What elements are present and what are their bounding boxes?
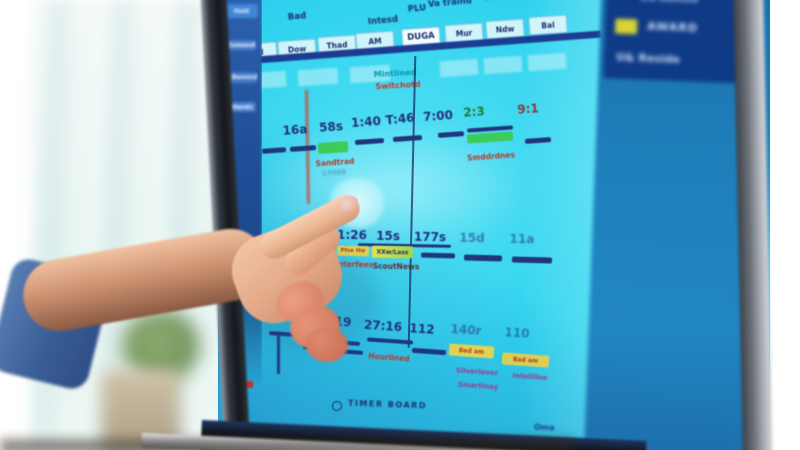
clock-icon [331, 400, 343, 412]
time-cell[interactable]: 7:00 [422, 107, 454, 125]
menu-item[interactable]: Va traind [427, 0, 473, 10]
sidebar-item[interactable]: Wands [227, 102, 256, 112]
underline-bar [511, 256, 553, 264]
t-marker-vertical [277, 332, 280, 374]
row-annotation-red: Hourlined [368, 351, 410, 364]
time-cell[interactable]: 9:1 [516, 101, 540, 117]
time-cell[interactable]: 112 [409, 321, 435, 337]
underline-bar [420, 252, 456, 259]
subheader-strip [527, 52, 567, 72]
row-annotation-purple: Silverlever [455, 366, 499, 378]
sidebar-item[interactable]: Somend [227, 40, 256, 50]
row-annotation-faint: 17009 [321, 168, 347, 178]
time-cell[interactable]: 15d [459, 230, 485, 246]
desk-shadow [0, 438, 575, 450]
time-cell[interactable]: 11a [509, 231, 535, 247]
time-cell[interactable]: 110 [504, 325, 530, 341]
time-cell[interactable]: 177s [413, 229, 447, 245]
row-annotation-purple: Smartinay [457, 380, 499, 392]
row-annotation-red: ScoutNews [372, 261, 420, 272]
time-cell[interactable]: 1:26 [336, 227, 368, 243]
time-cell[interactable]: T:46 [384, 110, 416, 128]
footer-board-title: TIMER BOARD [347, 398, 428, 411]
time-cell[interactable]: 140r [450, 321, 482, 339]
sidebar-item-label: Bemind [231, 74, 257, 81]
subheader-primary-label: Mintilned [373, 67, 417, 80]
sidebar-item-label: Wands [230, 103, 253, 111]
sidebar-header-pill[interactable]: Hald [225, 4, 258, 18]
subheader-strip [439, 58, 479, 78]
award-row-label[interactable]: AWARD [647, 19, 699, 35]
underline-bar [524, 137, 552, 144]
sidebar-item-label: Somend [227, 41, 256, 49]
time-cell[interactable]: 1:40 [350, 113, 382, 131]
subheader-strip [483, 55, 523, 75]
time-cell[interactable]: 58s [318, 119, 344, 135]
time-cell[interactable]: 16a [282, 122, 308, 138]
menu-item[interactable]: Bad [287, 11, 307, 23]
folded-knuckle [306, 328, 348, 362]
time-cell[interactable]: 15s [375, 228, 401, 244]
highlight-cell-green[interactable] [466, 131, 514, 144]
highlight-cell-yellow[interactable]: Bad am [501, 352, 550, 368]
menu-item[interactable]: Intesd [367, 14, 399, 28]
underline-bar [463, 254, 503, 262]
menu-item[interactable]: PLU [407, 3, 427, 15]
resident-row-label[interactable]: U& Reside [615, 50, 681, 67]
day-header-cell[interactable]: Bal [528, 14, 568, 36]
subheader-strip [297, 67, 339, 87]
bottom-right-label[interactable]: Oma [533, 422, 555, 433]
underline-bar [411, 347, 447, 356]
highlight-cell-yellow-green[interactable]: XXw/Lass [371, 245, 414, 259]
long-rule [366, 337, 414, 345]
highlight-cell-green[interactable] [317, 140, 349, 155]
right-panel-top-label: 2lb Nammd [640, 0, 698, 6]
menu-item[interactable]: Rosit [484, 0, 509, 3]
row-annotation-purple: Intellilne [512, 371, 548, 383]
sidebar-header-label: Hald [233, 7, 250, 15]
award-flag-icon [614, 18, 638, 35]
time-cell[interactable]: 2:3 [462, 104, 486, 120]
highlight-cell-yellow[interactable]: Bed am [448, 343, 495, 359]
